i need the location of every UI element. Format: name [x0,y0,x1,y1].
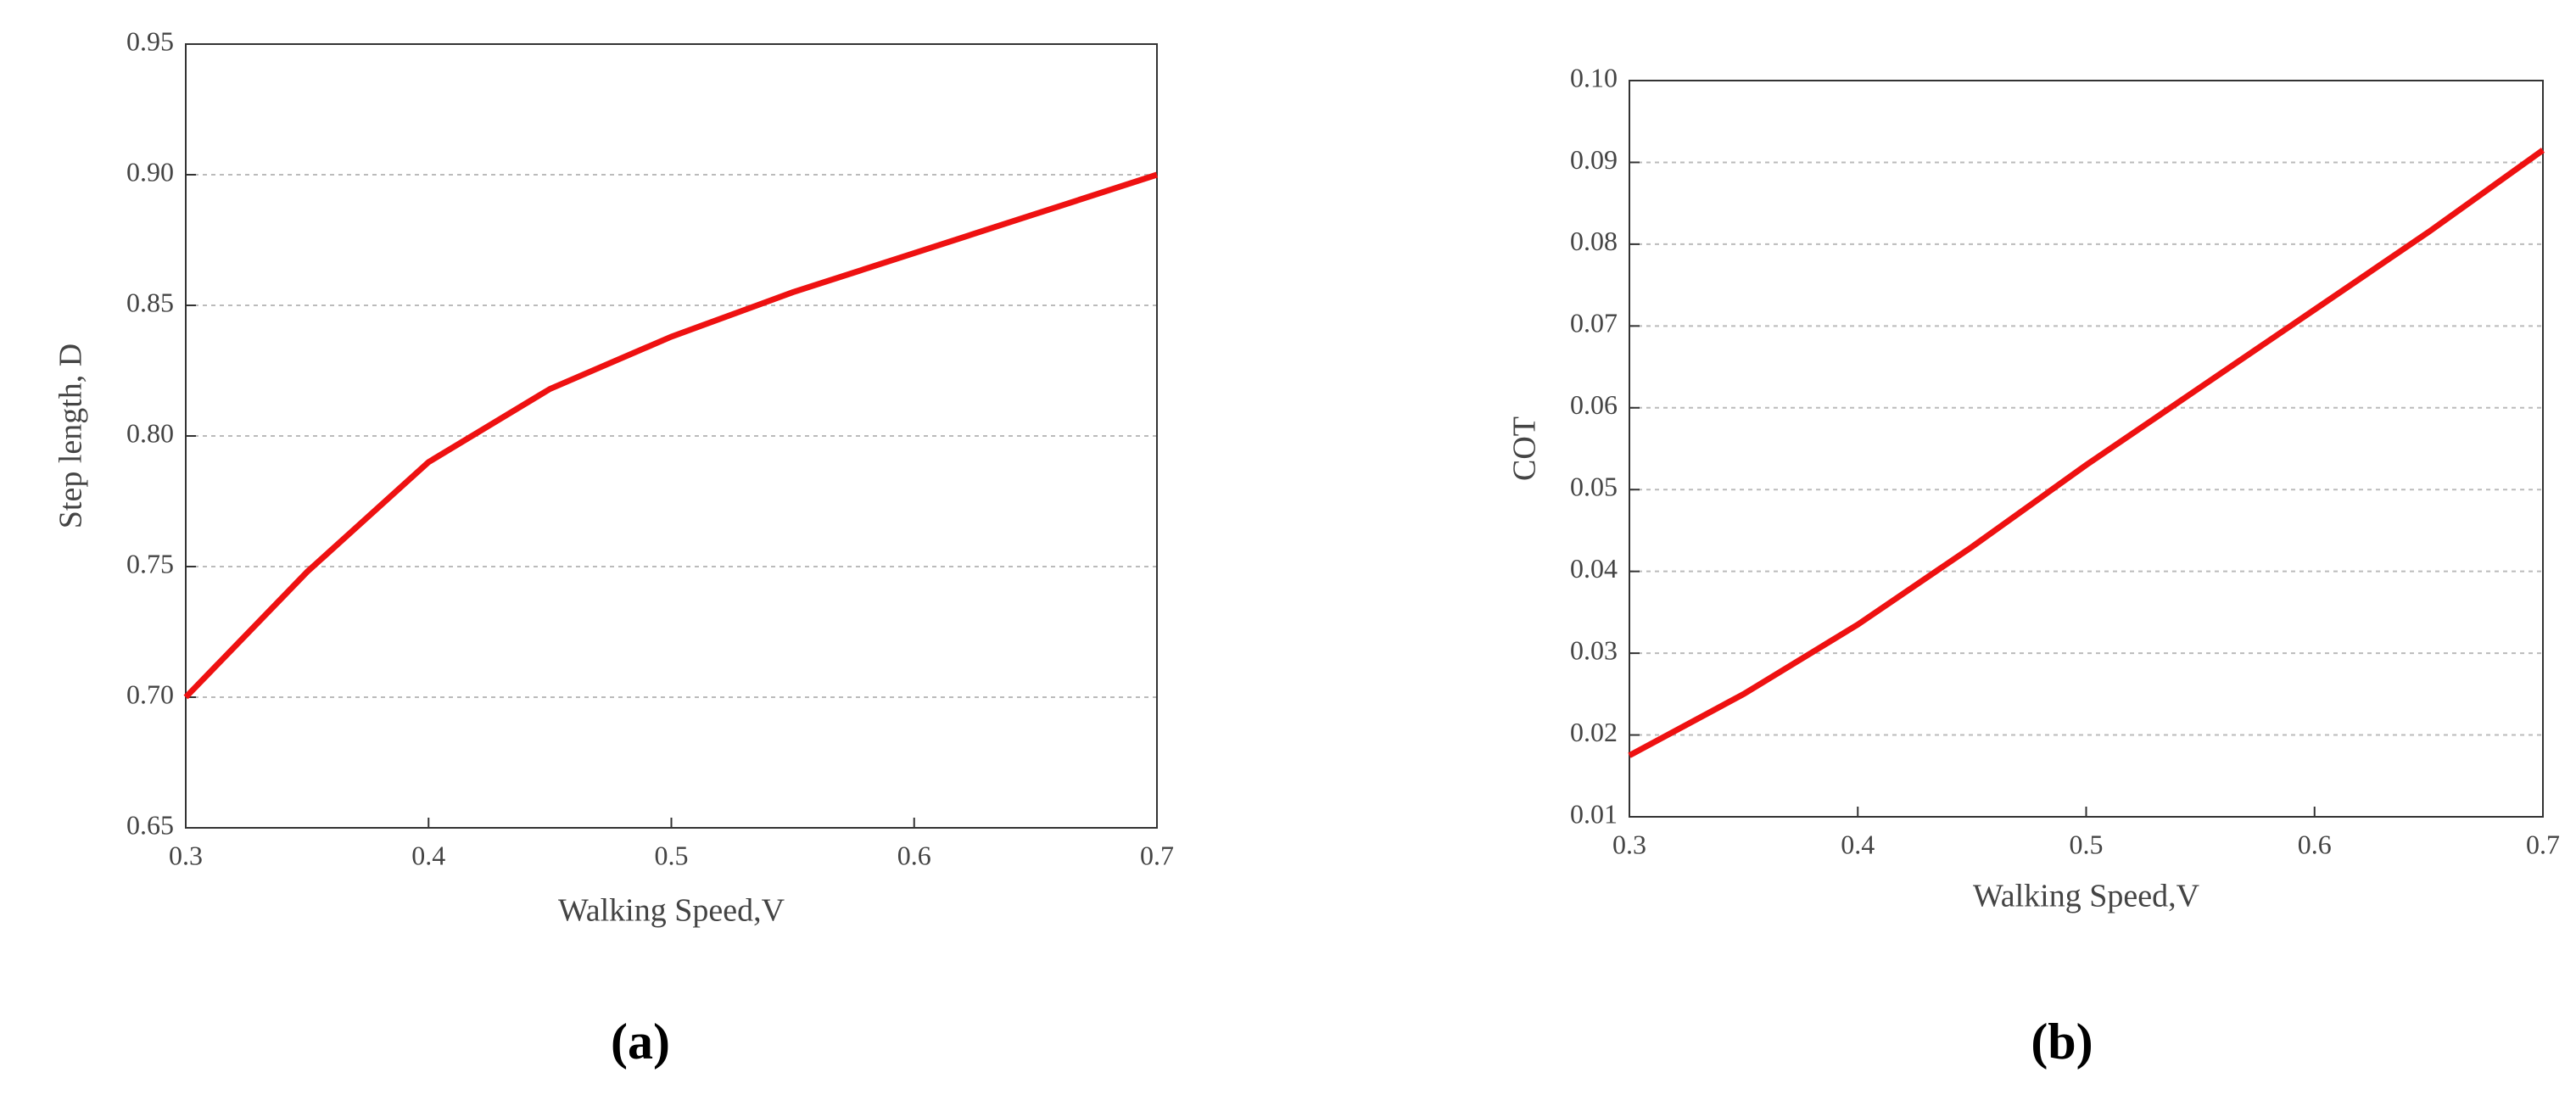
y-tick-label: 0.10 [1570,62,1618,92]
x-tick-label: 0.4 [1841,829,1875,859]
y-tick-label: 0.01 [1570,798,1618,829]
data-line [183,171,1159,700]
y-tick-label: 0.90 [126,156,174,187]
y-tick-label: 0.07 [1570,308,1618,338]
y-tick-label: 0.03 [1570,634,1618,665]
x-tick-label: 0.6 [2298,829,2332,859]
y-tick-label: 0.80 [126,417,174,448]
y-tick-label: 0.06 [1570,389,1618,420]
y-tick-label: 0.08 [1570,226,1618,256]
y-tick-label: 0.70 [126,679,174,709]
y-tick-label: 0.09 [1570,144,1618,175]
x-tick-label: 0.7 [2526,829,2560,859]
y-tick-label: 0.85 [126,287,174,317]
y-tick-label: 0.04 [1570,553,1618,584]
x-tick-label: 0.5 [2070,829,2104,859]
y-tick-label: 0.02 [1570,717,1618,747]
y-axis-title: COT [1507,416,1543,481]
x-tick-label: 0.3 [1612,829,1646,859]
y-axis-title: Step length, D [53,344,89,528]
y-tick-label: 0.05 [1570,472,1618,502]
plot-frame [1629,80,2544,818]
x-axis-title: Walking Speed,V [558,893,785,929]
x-tick-label: 0.3 [169,840,203,870]
y-tick-label: 0.65 [126,809,174,840]
data-line [1628,148,2545,758]
plot-frame [185,43,1158,829]
x-axis-title: Walking Speed,V [1973,879,2200,914]
x-tick-label: 0.4 [411,840,445,870]
x-tick-label: 0.6 [897,840,931,870]
x-tick-label: 0.5 [655,840,689,870]
panel-label: (b) [2031,1014,2093,1070]
y-tick-label: 0.75 [126,548,174,578]
x-tick-label: 0.7 [1140,840,1174,870]
y-tick-label: 0.95 [126,25,174,56]
panel-label: (a) [611,1014,670,1070]
